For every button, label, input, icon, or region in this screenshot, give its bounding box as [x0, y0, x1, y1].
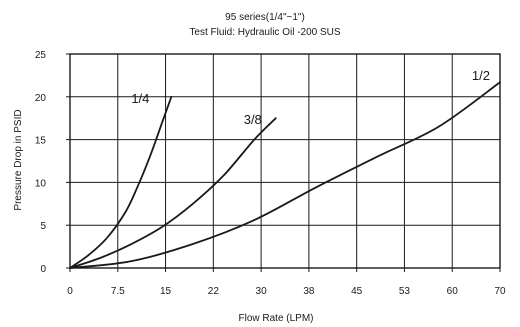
plot-frame — [69, 53, 501, 269]
x-tick-label: 7.5 — [111, 286, 125, 297]
series-line-1 — [69, 117, 277, 269]
series-lines — [69, 81, 501, 269]
y-tick-label: 0 — [40, 264, 46, 275]
x-tick-label: 0 — [67, 286, 73, 297]
x-tick-label: 45 — [351, 286, 363, 297]
y-axis-label: Pressure Drop in PSID — [13, 109, 24, 210]
chart-subtitle: Test Fluid: Hydraulic Oil -200 SUS — [189, 27, 340, 38]
x-tick-label: 38 — [303, 286, 315, 297]
series-labels: 1/4 3/8 1/2 — [131, 68, 490, 127]
y-tick-label: 15 — [35, 136, 47, 147]
y-tick-label: 10 — [35, 178, 47, 189]
x-axis-label: Flow Rate (LPM) — [238, 313, 313, 324]
x-axis-ticks: 0 7.5 15 22 30 38 45 53 60 70 — [67, 268, 506, 297]
chart-title: 95 series(1/4"~1") — [225, 12, 305, 23]
x-tick-label: 60 — [447, 286, 459, 297]
y-tick-label: 5 — [40, 221, 46, 232]
grid — [70, 54, 500, 268]
x-tick-label: 30 — [256, 286, 268, 297]
series-line-0 — [69, 95, 173, 269]
series-line-2 — [69, 81, 501, 269]
series-label-1: 3/8 — [244, 112, 262, 127]
y-axis-ticks: 0 5 10 15 20 25 — [35, 50, 70, 275]
x-tick-label: 70 — [494, 286, 506, 297]
y-tick-label: 25 — [35, 50, 47, 61]
x-tick-label: 53 — [399, 286, 411, 297]
series-label-2: 1/2 — [472, 68, 490, 83]
series-label-0: 1/4 — [131, 91, 149, 106]
y-tick-label: 20 — [35, 93, 47, 104]
x-tick-label: 22 — [208, 286, 220, 297]
x-tick-label: 15 — [160, 286, 172, 297]
